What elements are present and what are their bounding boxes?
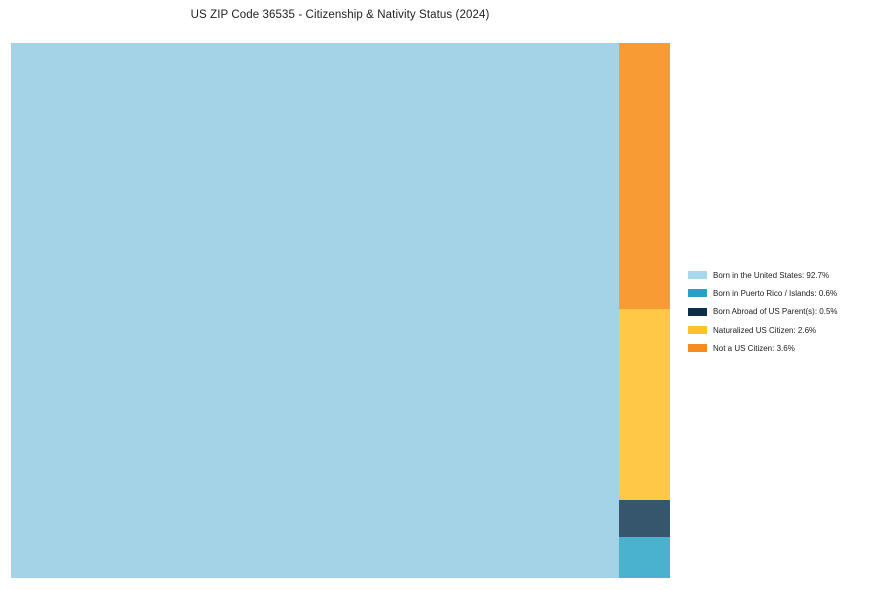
mosaic-column-other-status: [619, 43, 670, 578]
mosaic-cell-not-a-us-citizen: [619, 43, 670, 309]
mosaic-column-native-born: [11, 43, 620, 578]
chart-legend: Born in the United States: 92.7% Born in …: [688, 266, 883, 357]
legend-swatch-not-a-us-citizen: [688, 344, 707, 353]
legend-label-born-abroad-of-us-parents: Born Abroad of US Parent(s): 0.5%: [713, 307, 838, 317]
legend-item-born-in-united-states[interactable]: Born in the United States: 92.7%: [688, 266, 883, 284]
legend-swatch-born-abroad-of-us-parents: [688, 307, 707, 316]
mosaic-cell-naturalized-us-citizen: [619, 308, 670, 500]
legend-label-born-in-united-states: Born in the United States: 92.7%: [713, 270, 830, 280]
legend-item-not-a-us-citizen[interactable]: Not a US Citizen: 3.6%: [688, 339, 883, 357]
legend-swatch-naturalized-us-citizen: [688, 326, 707, 335]
mosaic-cell-born-abroad-of-us-parent-s: [619, 499, 670, 537]
legend-item-naturalized-us-citizen[interactable]: Naturalized US Citizen: 2.6%: [688, 321, 883, 339]
legend-label-born-in-puerto-rico-islands: Born in Puerto Rico / Islands: 0.6%: [713, 288, 838, 298]
legend-item-born-abroad-of-us-parents[interactable]: Born Abroad of US Parent(s): 0.5%: [688, 303, 883, 321]
legend-swatch-born-in-united-states: [688, 271, 707, 280]
mosaic-plot-area: [11, 43, 670, 578]
legend-swatch-born-in-puerto-rico-islands: [688, 289, 707, 298]
mosaic-cell-born-in-united-states: [11, 43, 620, 578]
legend-item-born-in-puerto-rico-islands[interactable]: Born in Puerto Rico / Islands: 0.6%: [688, 284, 883, 302]
mosaic-cell-born-in-puerto-rico-islands: [619, 536, 670, 578]
legend-label-not-a-us-citizen: Not a US Citizen: 3.6%: [713, 343, 795, 353]
chart-title: US ZIP Code 36535 - Citizenship & Nativi…: [190, 9, 490, 21]
legend-label-naturalized-us-citizen: Naturalized US Citizen: 2.6%: [713, 325, 817, 335]
